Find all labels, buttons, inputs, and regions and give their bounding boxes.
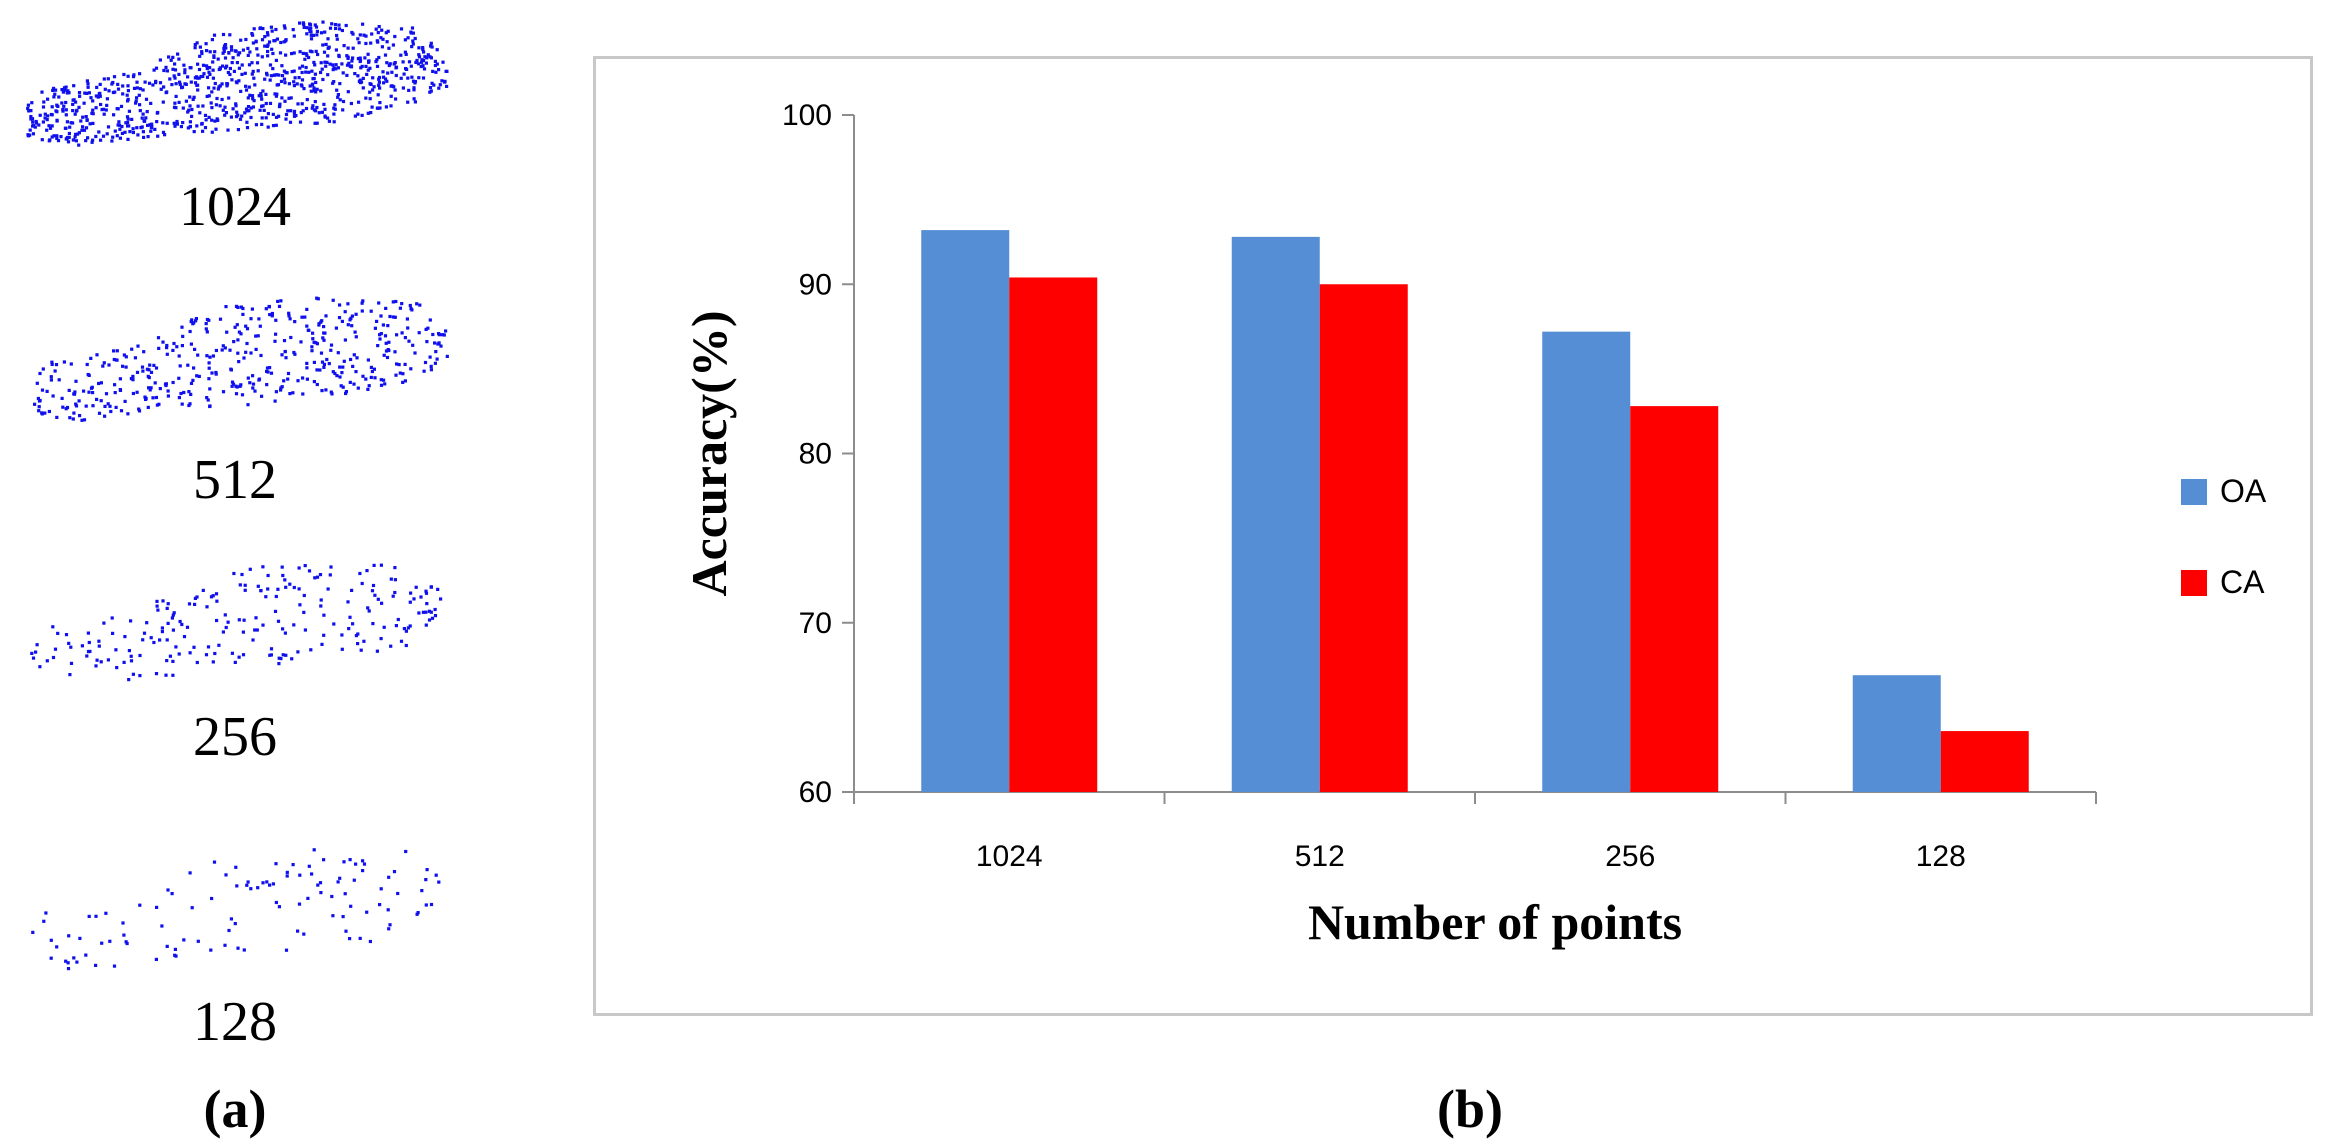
x-axis-title: Number of points: [1308, 894, 1682, 950]
legend-swatch-ca: [2181, 570, 2207, 596]
point-cloud-panel: 1024 512 256 128 (a): [0, 0, 470, 1147]
y-axis-title: Accuracy(%): [681, 311, 737, 597]
x-tick-label: 128: [1916, 840, 1966, 873]
y-tick-label: 60: [799, 776, 832, 809]
point-cloud-label: 256: [193, 706, 277, 768]
bar-ca: [1009, 277, 1098, 792]
x-tick-label: 1024: [976, 840, 1043, 873]
bar-oa: [1231, 236, 1320, 793]
bar-ca: [1630, 406, 1719, 792]
bar-oa: [1852, 675, 1941, 792]
bar-chart: 60 70 80 90 100 1024 512 256 128 Number of points…: [681, 99, 2267, 950]
y-tick-label: 80: [799, 438, 832, 471]
point-cloud-label: 128: [193, 991, 277, 1053]
point-cloud-128: [31, 848, 441, 971]
bar-oa: [1542, 331, 1631, 792]
x-tick-label: 256: [1605, 840, 1655, 873]
y-tick-label: 90: [799, 268, 832, 301]
legend-label-oa: OA: [2220, 473, 2267, 509]
bar-ca: [1940, 731, 2029, 792]
point-cloud-256: [30, 563, 443, 682]
point-cloud-512: [33, 296, 449, 422]
chart-frame: 60 70 80 90 100 1024 512 256 128 Number of points…: [593, 56, 2313, 1016]
panel-a-caption: (a): [203, 1079, 267, 1139]
point-cloud-1024: [26, 20, 449, 147]
panel-b-caption: (b): [1437, 1079, 1503, 1139]
bar-ca: [1319, 284, 1408, 792]
x-tick-label: 512: [1295, 840, 1345, 873]
point-cloud-label: 512: [193, 449, 277, 511]
legend-swatch-oa: [2181, 479, 2207, 505]
point-cloud-label: 1024: [179, 176, 291, 238]
legend-label-ca: CA: [2220, 564, 2265, 600]
bar-oa: [921, 230, 1010, 793]
y-tick-label: 70: [799, 607, 832, 640]
y-tick-label: 100: [782, 99, 832, 132]
